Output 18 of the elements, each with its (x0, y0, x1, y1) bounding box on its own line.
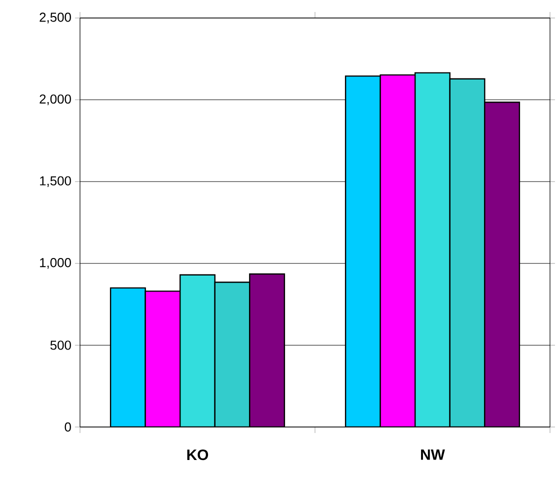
bar (180, 274, 216, 427)
bar (449, 78, 486, 427)
y-tick-label: 1,500 (40, 176, 71, 187)
bar (344, 75, 381, 427)
bar (110, 287, 146, 427)
bar (484, 102, 520, 427)
y-tick-label: 2,000 (40, 94, 71, 106)
bar (414, 72, 450, 427)
bar (380, 74, 416, 427)
y-tick-label: 0 (64, 422, 71, 432)
bar (249, 273, 286, 427)
bar (214, 282, 250, 427)
y-tick-label: 2,500 (40, 12, 71, 24)
x-tick-label: NW (421, 450, 445, 460)
y-tick-label: 500 (50, 340, 71, 350)
x-tick-label: KO (187, 450, 208, 460)
y-tick-label: 1,000 (40, 258, 71, 269)
bar (144, 290, 181, 427)
